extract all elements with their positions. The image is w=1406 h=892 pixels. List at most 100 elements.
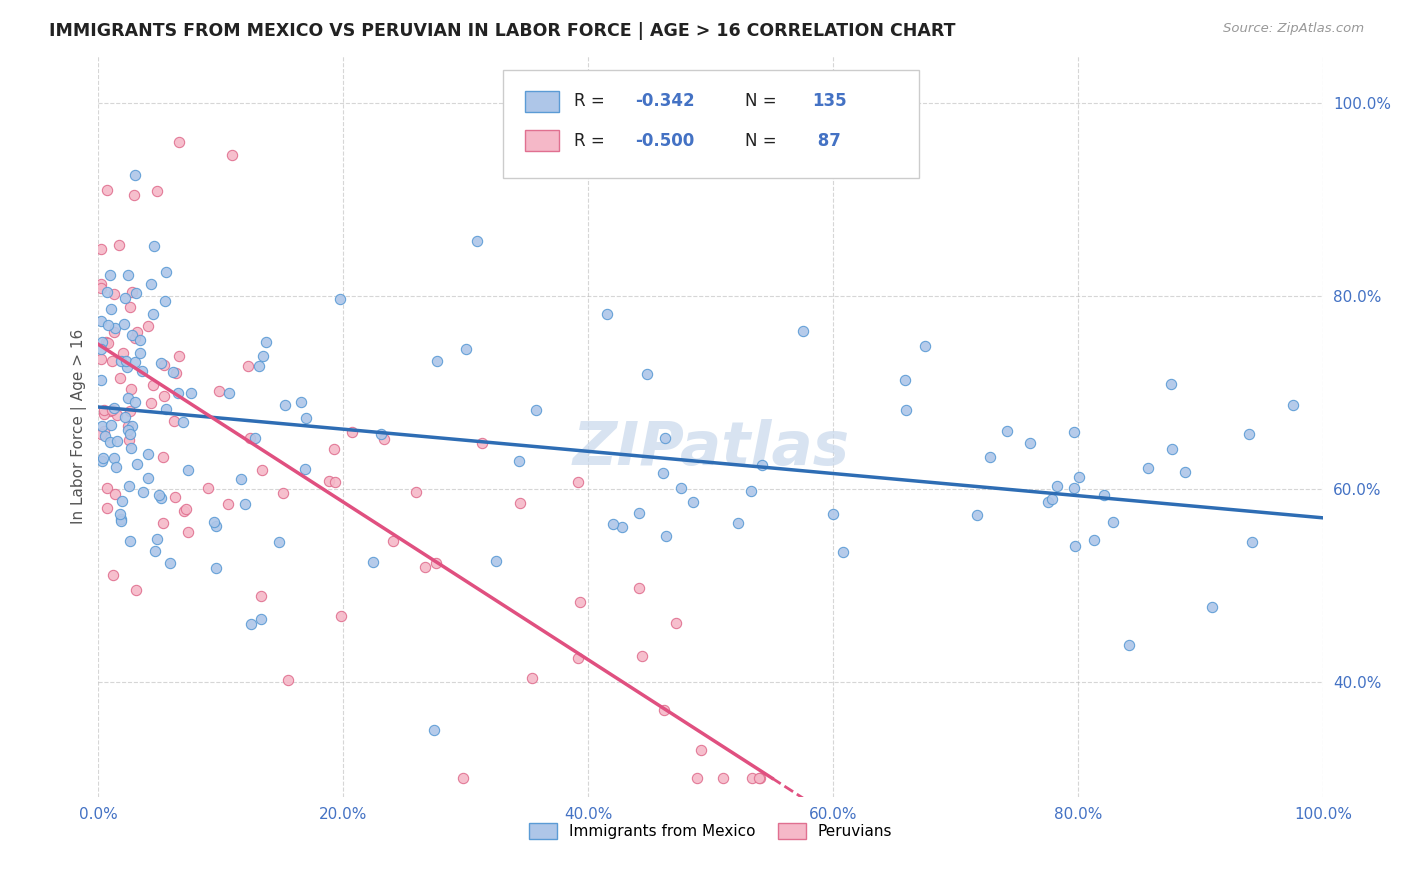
Point xyxy=(108,370,131,384)
Point xyxy=(465,234,488,248)
Point xyxy=(370,426,392,441)
Point xyxy=(456,343,478,357)
Point xyxy=(117,419,139,434)
Point xyxy=(690,742,713,756)
Point xyxy=(247,359,270,373)
Point xyxy=(163,414,186,428)
Point xyxy=(748,771,770,785)
Point xyxy=(751,458,773,473)
Point xyxy=(413,559,436,574)
Point xyxy=(143,544,166,558)
Point xyxy=(114,410,136,425)
Point xyxy=(153,358,176,372)
Point xyxy=(711,771,734,785)
Point xyxy=(651,467,673,481)
Point xyxy=(330,608,353,623)
Text: -0.500: -0.500 xyxy=(636,131,695,150)
Point xyxy=(125,325,148,339)
Point xyxy=(124,394,146,409)
Point xyxy=(1137,461,1160,475)
Point xyxy=(1063,539,1085,553)
Point xyxy=(145,533,167,547)
Point xyxy=(277,673,299,687)
Point xyxy=(252,462,274,476)
Text: ZIPatlas: ZIPatlas xyxy=(572,419,849,478)
Point xyxy=(165,366,187,380)
Text: N =: N = xyxy=(745,92,782,111)
Point xyxy=(628,506,651,520)
Point xyxy=(98,435,121,450)
Point xyxy=(120,441,142,455)
Point xyxy=(96,183,118,197)
Point xyxy=(426,354,449,368)
Point xyxy=(239,617,262,632)
Point xyxy=(108,237,131,252)
Point xyxy=(93,403,115,417)
Point xyxy=(318,474,340,488)
Point xyxy=(125,583,148,598)
Point xyxy=(101,567,124,582)
Point xyxy=(595,307,617,321)
Point xyxy=(654,529,676,543)
Point xyxy=(567,475,589,489)
Point xyxy=(110,511,132,525)
Point xyxy=(117,391,139,405)
Point xyxy=(90,351,112,366)
Point xyxy=(522,671,544,685)
Point xyxy=(631,648,654,663)
Point xyxy=(914,339,936,353)
Point xyxy=(90,426,112,441)
Point xyxy=(96,285,118,300)
Point xyxy=(153,294,176,309)
Point xyxy=(727,516,749,530)
Point xyxy=(1118,638,1140,652)
Point xyxy=(120,300,142,314)
Point xyxy=(152,450,174,465)
Point xyxy=(131,363,153,377)
Point xyxy=(136,447,159,461)
Point xyxy=(148,488,170,502)
Point xyxy=(654,703,676,717)
Point xyxy=(1083,533,1105,547)
Point xyxy=(236,359,259,373)
Point xyxy=(118,427,141,442)
Point xyxy=(250,589,273,603)
Point xyxy=(894,403,917,417)
Point xyxy=(155,401,177,416)
Point xyxy=(425,557,447,571)
Point xyxy=(1036,495,1059,509)
Point xyxy=(98,404,121,418)
Point xyxy=(654,431,676,445)
Point xyxy=(118,479,141,493)
Point xyxy=(91,453,114,467)
Point xyxy=(1282,398,1305,412)
Point xyxy=(995,424,1018,438)
Point xyxy=(274,398,297,412)
Point xyxy=(177,524,200,539)
Text: -0.342: -0.342 xyxy=(636,92,695,111)
Point xyxy=(273,486,295,500)
Point xyxy=(174,502,197,516)
Point xyxy=(205,560,228,574)
Point xyxy=(485,554,508,568)
Point xyxy=(112,346,135,360)
Point xyxy=(1237,427,1260,442)
Point xyxy=(602,517,624,532)
Text: 87: 87 xyxy=(813,131,841,150)
Point xyxy=(114,318,136,332)
Point xyxy=(1063,481,1085,495)
Point xyxy=(172,415,194,429)
Point xyxy=(103,287,125,301)
Point xyxy=(1040,491,1063,506)
Point xyxy=(173,504,195,518)
Point xyxy=(1201,599,1223,614)
Point xyxy=(509,496,531,510)
Point xyxy=(100,402,122,417)
Point xyxy=(329,293,352,307)
Point xyxy=(740,484,762,499)
Point xyxy=(1063,425,1085,439)
FancyBboxPatch shape xyxy=(524,91,560,112)
Point xyxy=(453,771,475,785)
Point xyxy=(205,519,228,533)
Point xyxy=(139,277,162,292)
